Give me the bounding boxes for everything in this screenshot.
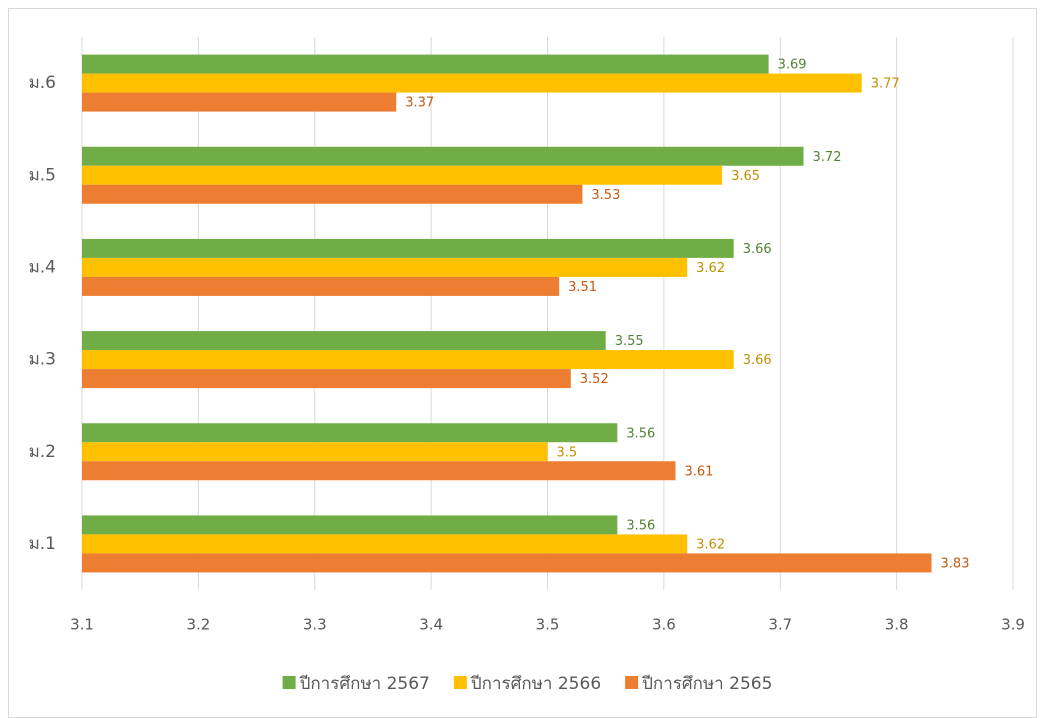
bar [82,553,932,573]
data-label: 3.66 [743,242,772,257]
bar [82,73,862,93]
y-tick-label: ม.4 [29,257,56,277]
x-tick-label: 3.7 [768,616,792,634]
bar [82,238,734,258]
bar [82,534,688,554]
data-label: 3.62 [696,537,725,552]
data-label: 3.53 [591,188,620,203]
data-label: 3.83 [941,556,970,571]
bar [82,54,769,74]
data-label: 3.5 [557,445,578,460]
bar [82,276,560,296]
bar [82,184,583,204]
data-label: 3.56 [626,426,655,441]
data-label: 3.55 [615,334,644,349]
x-tick-label: 3.6 [652,616,676,634]
bar [82,92,397,112]
bar [82,331,606,351]
bar [82,165,723,185]
y-tick-label: ม.1 [29,534,56,554]
data-label: 3.77 [871,77,900,92]
legend-label: ปีการศึกษา 2565 [641,674,772,694]
bar [82,146,804,166]
x-tick-label: 3.4 [419,616,443,634]
x-tick-label: 3.1 [70,616,94,634]
data-label: 3.65 [731,169,760,184]
bar [82,461,676,481]
legend-swatch [625,676,639,689]
x-tick-label: 3.3 [303,616,327,634]
bar [82,423,618,443]
y-tick-label: ม.6 [29,73,56,93]
x-tick-label: 3.5 [536,616,560,634]
data-label: 3.52 [580,372,609,387]
data-label: 3.69 [778,58,807,73]
y-tick-label: ม.2 [29,442,56,462]
bar [82,350,734,370]
data-label: 3.62 [696,261,725,276]
x-tick-label: 3.9 [1001,616,1025,634]
data-label: 3.56 [626,518,655,533]
y-tick-label: ม.3 [29,350,56,370]
bar [82,442,548,462]
data-label: 3.37 [405,96,434,111]
y-tick-label: ม.5 [29,165,56,185]
legend-label: ปีการศึกษา 2567 [299,674,430,694]
data-label: 3.51 [568,280,597,295]
x-tick-label: 3.2 [186,616,210,634]
legend-swatch [453,676,467,689]
bar [82,369,571,389]
data-label: 3.66 [743,353,772,368]
data-label: 3.61 [685,464,714,479]
bar [82,515,618,535]
x-tick-label: 3.8 [885,616,909,634]
bar [82,257,688,277]
data-label: 3.72 [813,150,842,165]
legend-label: ปีการศึกษา 2566 [470,674,601,694]
legend-swatch [282,676,296,689]
legend: ปีการศึกษา 2567 ปีการศึกษา 2566 ปีการศึกษา… [282,674,772,694]
